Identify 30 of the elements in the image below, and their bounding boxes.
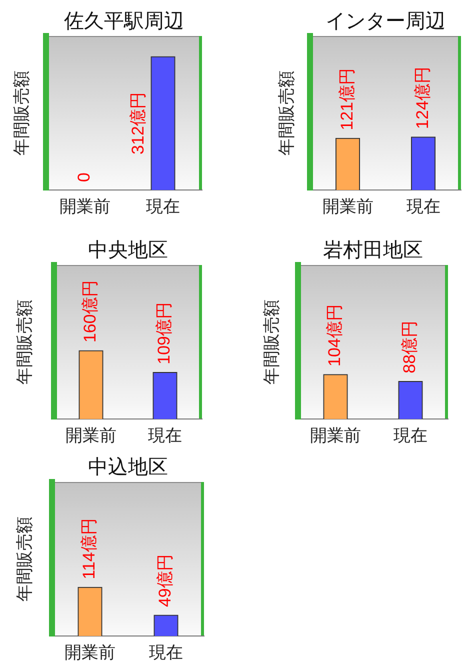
y-axis-title: 年間販売額 bbox=[12, 70, 31, 156]
x-tick-label: 現在 bbox=[148, 426, 182, 445]
y-axis-title: 年間販売額 bbox=[14, 516, 34, 602]
x-tick-label: 開業前 bbox=[310, 426, 361, 445]
chart-title: 中央地区 bbox=[88, 240, 168, 262]
chart-title: 岩村田地区 bbox=[323, 240, 423, 262]
y-axis-title: 年間販売額 bbox=[262, 300, 281, 384]
x-tick-label: 開業前 bbox=[64, 642, 116, 662]
x-tick-label: 現在 bbox=[394, 426, 428, 445]
x-tick-label: 開業前 bbox=[60, 196, 110, 216]
y-axis-title: 年間販売額 bbox=[276, 70, 296, 156]
data-label: 88億円 bbox=[400, 320, 420, 374]
data-label: 124億円 bbox=[412, 66, 432, 129]
data-label: 121億円 bbox=[337, 68, 356, 130]
y-axis-title: 年間販売額 bbox=[14, 300, 34, 384]
data-label: 160億円 bbox=[80, 280, 100, 343]
x-tick-label: 現在 bbox=[406, 196, 440, 216]
x-tick-label: 現在 bbox=[146, 196, 180, 216]
data-label: 114億円 bbox=[80, 518, 99, 580]
chart-title: インター周辺 bbox=[326, 10, 446, 33]
x-tick-label: 開業前 bbox=[322, 196, 374, 216]
data-label: 104億円 bbox=[325, 304, 344, 367]
x-tick-label: 現在 bbox=[149, 642, 183, 662]
chart-title: 佐久平駅周辺 bbox=[64, 10, 184, 33]
chart-title: 中込地区 bbox=[88, 456, 168, 479]
data-label: 0 bbox=[74, 172, 94, 182]
data-label: 312億円 bbox=[128, 92, 148, 154]
data-label: 49億円 bbox=[156, 554, 175, 608]
data-label: 109億円 bbox=[154, 302, 174, 364]
x-tick-label: 開業前 bbox=[66, 426, 116, 445]
